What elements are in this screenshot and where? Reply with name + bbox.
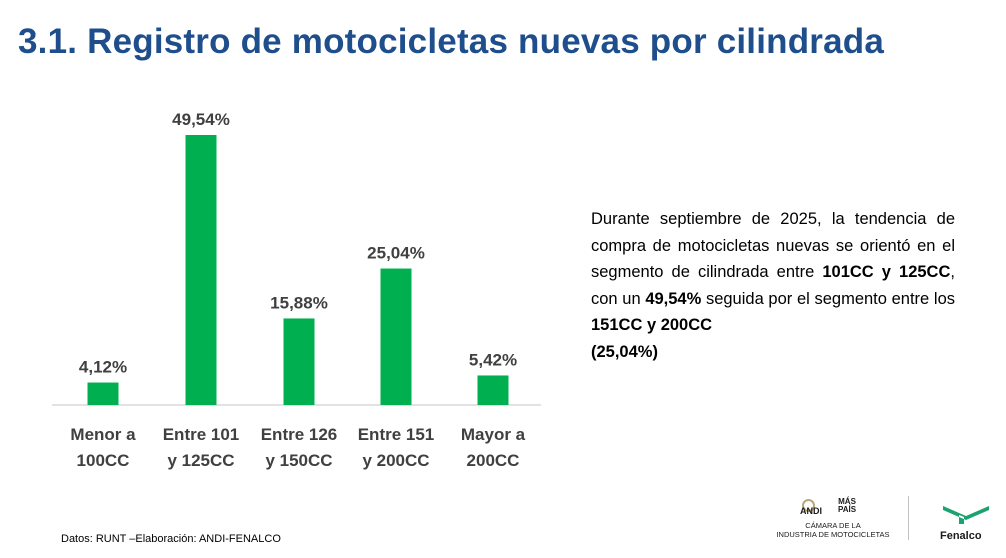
category-label-3-1: y 200CC [362,451,429,470]
logos-area: ANDI MÁS PAÍS CÁMARA DE LA INDUSTRIA DE … [760,494,1000,554]
summary-bold-segment: 101CC y 125CC [822,263,951,281]
category-label-1-0: Entre 101 [163,425,240,444]
camara-line-1: CÁMARA DE LA [805,521,861,530]
fenalco-logo-icon [943,506,989,524]
bar-3 [380,268,412,405]
data-label-0: 4,12% [79,358,127,377]
category-label-0-1: 100CC [77,451,130,470]
category-label-2-0: Entre 126 [261,425,338,444]
fenalco-wordmark: Fenalco [940,530,982,542]
category-label-0-0: Menor a [70,425,136,444]
summary-text: Durante septiembre de 2025, la tendencia… [591,206,955,365]
bar-4 [477,375,509,405]
category-label-4-0: Mayor a [461,425,526,444]
summary-part-3: seguida por el segmento entre los [701,289,955,308]
summary-part-2: , con un [591,263,955,308]
data-label-2: 15,88% [270,293,328,312]
summary-bold-segment-2: 151CC y 200CC [591,316,713,334]
bar-0 [87,382,119,405]
pais-text: PAÍS [838,505,857,514]
bar-1 [185,135,217,405]
bar-2 [283,318,315,405]
data-label-1: 49,54% [172,110,230,129]
camara-text: CÁMARA DE LA INDUSTRIA DE MOTOCICLETAS [760,521,906,539]
category-label-2-1: y 150CC [265,451,332,470]
page-title: 3.1. Registro de motocicletas nuevas por… [18,22,885,61]
summary-bold-percent: 49,54% [645,289,702,308]
data-label-3: 25,04% [367,244,425,263]
bar-chart: 4,12% Menor a 100CC 49,54% Entre 101 y 125CC 1… [52,110,541,470]
summary-part-1: Durante septiembre de 2025, la tendencia… [591,210,955,281]
category-label-3-0: Entre 151 [358,425,435,444]
mas-text: MÁS [838,497,856,506]
logo-divider [908,496,909,540]
andi-wordmark: ANDI [800,506,822,516]
category-label-1-1: y 125CC [167,451,234,470]
data-label-4: 5,42% [469,350,517,369]
summary-bold-percent-2: (25,04%) [591,342,658,361]
mas-pais-wordmark: MÁS PAÍS [838,498,856,514]
camara-line-2: INDUSTRIA DE MOTOCICLETAS [776,530,890,539]
source-footnote: Datos: RUNT –Elaboración: ANDI-FENALCO [61,533,281,545]
category-label-4-1: 200CC [467,451,520,470]
andi-logo: ANDI MÁS PAÍS CÁMARA DE LA INDUSTRIA DE … [760,494,906,550]
andi-emblem-icon [802,499,815,512]
